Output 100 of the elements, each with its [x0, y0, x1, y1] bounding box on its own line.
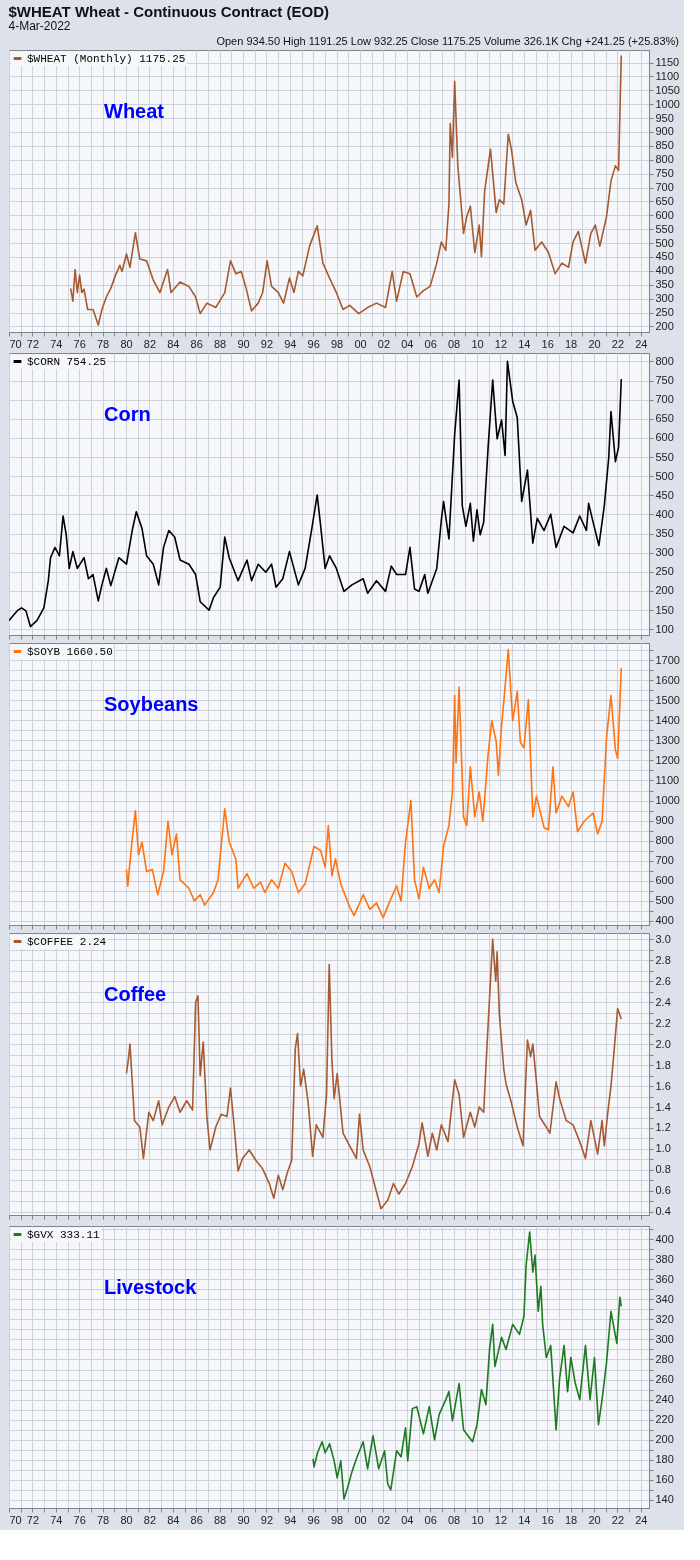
y-tick-label: 1050 — [655, 83, 680, 96]
y-tick-label: 1.4 — [655, 1100, 671, 1113]
y-tick-label: 250 — [655, 306, 674, 319]
y-tick-label: 550 — [655, 222, 674, 235]
x-tick-label: 70 — [9, 1513, 22, 1526]
y-tick-label: 650 — [655, 412, 674, 425]
x-tick-label: 96 — [307, 1513, 320, 1526]
x-tick-label: 10 — [471, 337, 484, 350]
chart-title: $WHEAT Wheat - Continuous Contract (EOD) — [8, 3, 330, 20]
x-tick-label: 94 — [284, 337, 297, 350]
x-tick-label: 84 — [167, 1513, 180, 1526]
y-tick-label: 380 — [655, 1252, 674, 1265]
x-tick-label: 78 — [96, 337, 110, 350]
y-tick-label: 180 — [655, 1453, 674, 1466]
y-tick-label: 500 — [655, 236, 674, 249]
annotation: Soybeans — [104, 693, 199, 715]
x-tick-label: 00 — [354, 337, 367, 350]
x-tick-label: 16 — [541, 1513, 554, 1526]
y-tick-label: 500 — [655, 469, 674, 482]
y-tick-label: 2.8 — [655, 953, 671, 966]
x-tick-label: 14 — [518, 337, 531, 350]
y-tick-label: 0.6 — [655, 1184, 671, 1197]
line-series — [312, 1231, 623, 1500]
y-tick-label: 850 — [655, 139, 674, 152]
x-tick-label: 22 — [611, 337, 625, 350]
y-tick-label: 340 — [655, 1292, 674, 1305]
y-tick-label: 450 — [655, 250, 674, 263]
x-tick-label: 10 — [471, 1513, 484, 1526]
y-tick-label: 500 — [655, 894, 674, 907]
legend-label: $SOYB 1660.50 — [27, 645, 113, 658]
y-tick-label: 250 — [655, 565, 674, 578]
x-tick-label: 74 — [50, 337, 63, 350]
y-tick-label: 2.6 — [655, 974, 671, 987]
y-tick-label: 300 — [655, 1332, 674, 1345]
x-tick-label: 70 — [9, 337, 22, 350]
y-tick-label: 1300 — [655, 733, 680, 746]
y-tick-label: 160 — [655, 1473, 674, 1486]
x-tick-label: 20 — [588, 1513, 601, 1526]
x-tick-label: 88 — [213, 1513, 227, 1526]
y-tick-label: 450 — [655, 488, 674, 501]
y-tick-label: 3.0 — [655, 932, 671, 945]
x-tick-label: 22 — [611, 1513, 625, 1526]
x-tick-label: 06 — [424, 337, 437, 350]
legend-label: $WHEAT (Monthly) 1175.25 — [27, 52, 186, 65]
y-tick-label: 2.2 — [655, 1016, 671, 1029]
y-tick-label: 150 — [655, 603, 674, 616]
x-tick-label: 02 — [377, 1513, 391, 1526]
legend-label: $GVX 333.11 — [27, 1228, 101, 1241]
x-tick-label: 76 — [73, 1513, 86, 1526]
x-tick-label: 92 — [260, 1513, 274, 1526]
x-tick-label: 16 — [541, 337, 554, 350]
x-tick-label: 24 — [635, 1513, 648, 1526]
y-tick-label: 1100 — [655, 69, 680, 82]
x-tick-label: 90 — [237, 1513, 250, 1526]
x-tick-label: 12 — [494, 1513, 508, 1526]
y-tick-label: 1.8 — [655, 1058, 671, 1071]
annotation: Corn — [104, 403, 151, 425]
y-tick-label: 900 — [655, 125, 674, 138]
x-tick-label: 82 — [143, 1513, 157, 1526]
text: Open 934.50 High 1191.25 Low 932.25 Close 1175.25 Volume 326.1K Chg +241.25 (+25.83%) — [216, 35, 679, 47]
legend-label: $COFFEE 2.24 — [27, 935, 107, 948]
y-tick-label: 2.0 — [655, 1037, 671, 1050]
x-tick-label: 02 — [377, 337, 391, 350]
x-tick-label: 94 — [284, 1513, 297, 1526]
y-tick-label: 1600 — [655, 673, 680, 686]
x-tick-label: 90 — [237, 337, 250, 350]
y-tick-label: 200 — [655, 584, 674, 597]
x-tick-label: 04 — [401, 1513, 414, 1526]
x-tick-label: 74 — [50, 1513, 63, 1526]
y-tick-label: 800 — [655, 153, 674, 166]
x-tick-label: 84 — [167, 337, 180, 350]
y-tick-label: 1.2 — [655, 1121, 671, 1134]
y-tick-label: 350 — [655, 278, 674, 291]
y-tick-label: 650 — [655, 194, 674, 207]
y-tick-label: 750 — [655, 374, 674, 387]
y-tick-label: 320 — [655, 1312, 674, 1325]
x-tick-label: 82 — [143, 337, 157, 350]
x-tick-label: 78 — [96, 1513, 110, 1526]
y-tick-label: 1.0 — [655, 1142, 671, 1155]
x-tick-label: 86 — [190, 1513, 203, 1526]
y-tick-label: 260 — [655, 1373, 674, 1386]
x-tick-label: 24 — [635, 337, 648, 350]
y-tick-label: 300 — [655, 292, 674, 305]
y-tick-label: 350 — [655, 527, 674, 540]
annotation: Livestock — [104, 1276, 198, 1298]
y-tick-label: 0.4 — [655, 1205, 671, 1218]
line-series — [69, 54, 623, 326]
x-tick-label: 18 — [564, 1513, 578, 1526]
x-tick-label: 08 — [447, 337, 461, 350]
y-tick-label: 300 — [655, 546, 674, 559]
x-tick-label: 12 — [494, 337, 508, 350]
x-tick-label: 80 — [120, 337, 133, 350]
x-tick-label: 92 — [260, 337, 274, 350]
y-tick-label: 400 — [655, 1232, 674, 1245]
y-tick-label: 600 — [655, 874, 674, 887]
x-tick-label: 06 — [424, 1513, 437, 1526]
y-tick-label: 400 — [655, 264, 674, 277]
y-tick-label: 900 — [655, 814, 674, 827]
y-tick-label: 240 — [655, 1393, 674, 1406]
x-tick-label: 96 — [307, 337, 320, 350]
